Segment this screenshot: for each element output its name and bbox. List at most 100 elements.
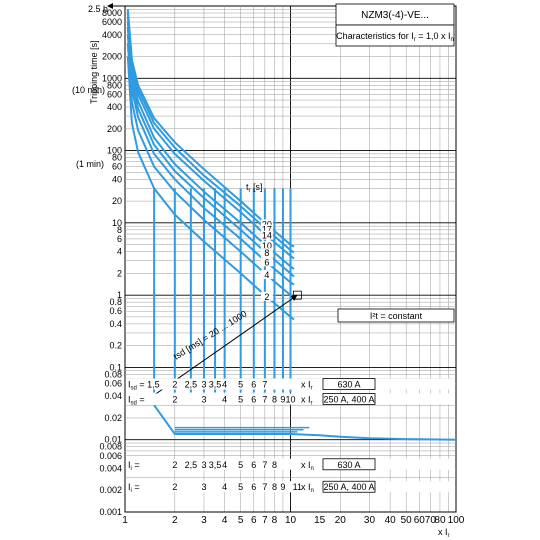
setting-row-bg	[126, 481, 455, 493]
setting-value: 8	[272, 460, 277, 470]
rating-label: 250 A, 400 A	[323, 395, 374, 405]
x-tick-label: 20	[335, 515, 347, 526]
setting-value: 5	[238, 395, 243, 405]
setting-value: 6	[251, 482, 256, 492]
y-tick-label: 8	[117, 225, 122, 235]
y-tick-label: 0.001	[99, 507, 122, 517]
tr-label: tr [s]	[246, 182, 263, 194]
y-tick-label: 4	[117, 247, 122, 257]
setting-row-label: Isd = 1,5	[128, 380, 160, 392]
y-tick-label: 0.4	[109, 319, 122, 329]
tripping-curve-tr-10	[126, 21, 295, 270]
tr-value-bg	[260, 224, 273, 234]
x-axis-label: x Ir	[438, 527, 450, 539]
setting-value: 2,5	[185, 460, 198, 470]
y-tick-label: 2000	[102, 52, 122, 62]
x-tick-label: 8	[272, 515, 278, 526]
rating-box	[322, 480, 376, 493]
setting-value: 9	[280, 482, 285, 492]
y-tick-label: 60	[112, 162, 122, 172]
y-tick-label: 0.1	[109, 362, 122, 372]
y-tick-label: 800	[107, 80, 122, 90]
setting-value: 2	[172, 380, 177, 390]
x-tick-label: 5	[238, 515, 244, 526]
rating-label: 630 A	[337, 460, 360, 470]
tr-value-bg	[260, 241, 273, 251]
chart-series	[126, 9, 457, 441]
y-axis-10min-label: (10 min)	[72, 85, 105, 95]
tr-value-label: 10	[262, 241, 272, 251]
y-tick-label: 400	[107, 102, 122, 112]
tr-value-label: 6	[264, 257, 269, 267]
setting-row-bg	[126, 393, 455, 405]
tr-value-label: 8	[264, 248, 269, 258]
y-tick-label: 0.008	[99, 442, 122, 452]
tripping-curve-tr-17	[126, 12, 295, 254]
setting-value: 2	[172, 482, 177, 492]
setting-value: 4	[222, 460, 227, 470]
x-tick-label: 100	[448, 515, 465, 526]
tsd-marker	[292, 290, 302, 300]
x-tick-label: 7	[262, 515, 268, 526]
setting-value: 7	[262, 395, 267, 405]
y-axis-label: Tripping time [s]	[89, 40, 99, 104]
y-tick-label: 2	[117, 268, 122, 278]
y-axis-arrow-head	[107, 3, 113, 9]
y-tick-label: 0.8	[109, 297, 122, 307]
y-tick-label: 6	[117, 234, 122, 244]
tr-value-label: 2	[264, 292, 269, 302]
tr-value-bg	[260, 291, 273, 301]
rating-box	[322, 378, 376, 390]
setting-value: 11	[293, 482, 302, 492]
y-tick-label: 600	[107, 89, 122, 99]
setting-row-bg	[126, 378, 455, 390]
y-tick-label: 8000	[102, 8, 122, 18]
x-tick-label: 1	[122, 515, 128, 526]
y-tick-label: 0.2	[109, 341, 122, 351]
setting-value: 7	[262, 460, 267, 470]
tr-value-label: 4	[264, 270, 269, 280]
tr-value-label: 17	[262, 225, 272, 235]
y-tick-label: 0.002	[99, 485, 122, 495]
rating-box	[322, 393, 376, 405]
y-axis-1min-label: (1 min)	[76, 159, 104, 169]
tripping-curve-tr-6	[126, 34, 295, 286]
setting-unit: x In	[301, 460, 314, 472]
tr-value-bg	[260, 248, 273, 258]
tr-value-bg	[260, 230, 273, 240]
y-tick-label: 80	[112, 153, 122, 163]
tripping-curve-tr-14	[126, 17, 295, 260]
setting-value: 3	[201, 482, 206, 492]
y-tick-label: 200	[107, 124, 122, 134]
tripping-curve-tr-8	[126, 27, 295, 278]
x-tick-label: 60	[414, 515, 426, 526]
setting-value: 2	[172, 395, 177, 405]
setting-value: 6	[251, 380, 256, 390]
y-tick-label: 1000	[102, 73, 122, 83]
x-tick-label: 4	[222, 515, 228, 526]
y-tick-label: 4000	[102, 30, 122, 40]
i2t-label: I²t = constant	[370, 311, 423, 321]
setting-value: 2,5	[185, 380, 198, 390]
tr-value-bg	[260, 257, 273, 267]
y-tick-label: 100	[107, 146, 122, 156]
rating-box	[322, 458, 376, 471]
setting-value: 4	[222, 380, 227, 390]
x-tick-label: 15	[314, 515, 326, 526]
y-tick-label: 1	[117, 290, 122, 300]
setting-value: 3,5	[209, 380, 222, 390]
setting-value: 3	[201, 460, 206, 470]
tr-value-label: 14	[262, 231, 272, 241]
setting-value: 9	[280, 395, 285, 405]
x-tick-label: 70	[425, 515, 437, 526]
chart-title: NZM3(-4)-VE...	[361, 10, 429, 21]
setting-row-label: Ii =	[128, 482, 140, 494]
y-tick-label: 0.06	[104, 378, 122, 388]
setting-value: 5	[238, 380, 243, 390]
setting-row-label: Isd =	[128, 395, 145, 407]
x-tick-label: 10	[285, 515, 297, 526]
setting-value: 8	[272, 395, 277, 405]
tripping-curve-tr-4	[126, 43, 295, 300]
